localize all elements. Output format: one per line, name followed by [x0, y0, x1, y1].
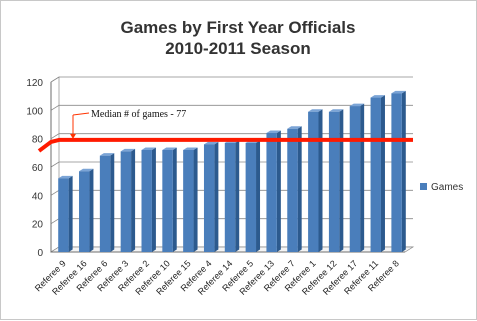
bar-side — [89, 168, 94, 252]
bar-top — [266, 130, 281, 133]
bar-front — [349, 106, 361, 252]
bar-referee-11 — [370, 95, 385, 252]
bar-front — [141, 150, 152, 252]
bar-referee-17 — [349, 103, 365, 252]
bar-front — [79, 171, 90, 252]
bar-front — [162, 150, 173, 252]
bar-referee-16 — [79, 168, 94, 252]
y-tick-label: 100 — [26, 106, 43, 117]
bar-top — [162, 147, 177, 150]
bar-side — [276, 130, 281, 252]
bar-top — [308, 109, 323, 112]
annotation-leader — [72, 112, 90, 116]
bar-side — [151, 147, 156, 252]
bar-front — [287, 128, 298, 252]
bar-top — [391, 90, 406, 94]
bar-top — [79, 168, 94, 172]
y-tick-label: 20 — [32, 220, 44, 231]
legend-label: Games — [431, 182, 463, 193]
bar-front — [183, 150, 194, 252]
bar-referee-10 — [162, 147, 177, 252]
bar-side — [172, 147, 177, 252]
y-tick-label: 0 — [37, 248, 43, 259]
bar-front — [245, 142, 257, 252]
bar-front — [370, 97, 381, 252]
annotation-arrowhead — [70, 133, 76, 139]
legend: Games — [420, 182, 463, 193]
bar-side — [339, 109, 344, 252]
bar-side — [131, 148, 136, 252]
bar-front — [308, 111, 319, 252]
y-tick-label: 120 — [26, 78, 43, 89]
bar-side — [401, 90, 406, 252]
bar-front — [328, 111, 340, 252]
bar-front — [391, 93, 402, 252]
bar-referee-2 — [141, 147, 156, 252]
bar-side — [68, 175, 73, 252]
bar-top — [203, 141, 219, 145]
y-tick-label: 40 — [32, 191, 44, 202]
bar-referee-13 — [266, 130, 281, 252]
bar-side — [214, 141, 219, 252]
legend-swatch — [420, 183, 427, 190]
bar-front — [120, 151, 132, 252]
y-tick-label: 60 — [32, 163, 44, 174]
bar-referee-12 — [328, 109, 344, 252]
bar-referee-7 — [287, 126, 302, 252]
bar-referee-14 — [224, 140, 240, 252]
bar-side — [235, 140, 240, 252]
bar-top — [58, 175, 73, 179]
reference-layer: Median # of games - 77 — [37, 109, 413, 153]
bar-side — [256, 140, 261, 252]
bar-top — [287, 126, 302, 129]
chart-title-line-1: Games by First Year Officials — [121, 18, 356, 37]
bar-side — [318, 109, 323, 252]
bar-front — [99, 155, 111, 252]
bar-top — [370, 95, 385, 98]
chart-title-line-2: 2010-2011 Season — [165, 39, 311, 58]
median-annotation: Median # of games - 77 — [91, 109, 186, 120]
bar-top — [183, 147, 198, 150]
bar-side — [110, 153, 115, 252]
bar-referee-3 — [120, 148, 136, 252]
bar-front — [266, 133, 277, 252]
bar-side — [380, 95, 385, 252]
y-gridline — [50, 76, 413, 83]
bar-top — [99, 153, 115, 156]
bar-front — [224, 142, 236, 252]
bar-top — [349, 103, 365, 107]
median-line — [37, 137, 413, 153]
bar-referee-1 — [308, 109, 323, 252]
bar-referee-8 — [391, 90, 406, 252]
bar-side — [297, 126, 302, 252]
bar-side — [360, 103, 365, 252]
bar-front — [58, 178, 69, 252]
bar-front — [203, 144, 215, 252]
y-gridline — [50, 104, 413, 111]
bar-referee-4 — [203, 141, 219, 252]
bar-referee-6 — [99, 153, 115, 252]
bar-top — [328, 109, 344, 112]
bar-referee-9 — [58, 175, 73, 252]
bar-top — [141, 147, 156, 150]
bar-top — [120, 148, 136, 152]
y-tick-label: 80 — [32, 135, 44, 146]
bar-layer — [58, 90, 406, 252]
bar-referee-15 — [183, 147, 198, 252]
bar-side — [193, 147, 198, 252]
bar-referee-5 — [245, 140, 261, 252]
